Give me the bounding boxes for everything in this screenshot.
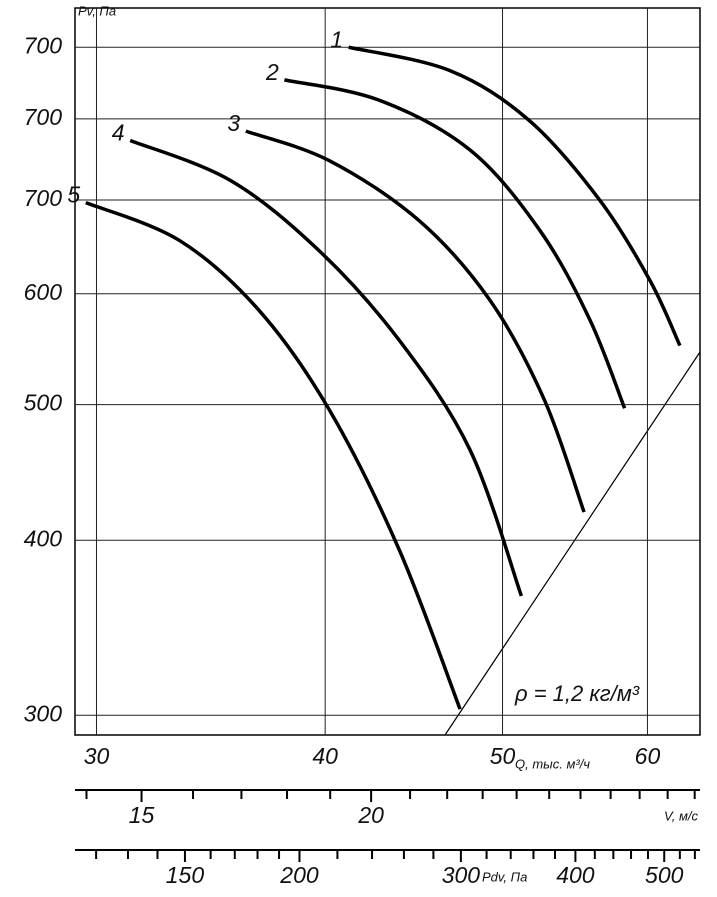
y-tick-label: 300 (24, 700, 63, 726)
pdv-axis-label: Pdv, Па (482, 869, 527, 884)
curve-label: 2 (265, 59, 279, 85)
x-tick-label: 30 (84, 743, 110, 769)
y-tick-label: 700 (24, 32, 63, 58)
y-tick-label: 400 (24, 525, 63, 551)
tick-label: 15 (129, 802, 155, 828)
curve (85, 201, 462, 710)
curve (284, 78, 627, 409)
plot-frame (74, 7, 701, 736)
tick-label: 300 (442, 862, 481, 888)
curve-label: 3 (227, 110, 240, 136)
limit-line (444, 351, 701, 736)
curve-label: 1 (330, 26, 343, 52)
curve (129, 138, 524, 597)
annotation: ρ = 1,2 кг/м³ (514, 681, 640, 706)
tick-label: 400 (556, 862, 595, 888)
tick-label: 150 (166, 862, 205, 888)
curve (245, 129, 586, 513)
y-tick-label: 700 (24, 104, 63, 130)
x-tick-label: 60 (635, 743, 661, 769)
tick-label: 200 (279, 862, 319, 888)
x-axis-label: Q, тыс. м³/ч (515, 756, 590, 771)
v-axis-label: V, м/с (664, 808, 698, 823)
curve-label: 4 (112, 120, 125, 146)
x-tick-label: 50 (490, 743, 516, 769)
x-tick-label: 40 (312, 743, 338, 769)
tick-label: 500 (645, 862, 684, 888)
curve-label: 5 (67, 182, 80, 208)
y-axis-label: Pv, Па (78, 3, 116, 18)
tick-label: 20 (357, 802, 384, 828)
y-tick-label: 500 (24, 390, 63, 416)
curve (348, 45, 682, 347)
y-tick-label: 700 (24, 185, 63, 211)
y-tick-label: 600 (24, 279, 63, 305)
